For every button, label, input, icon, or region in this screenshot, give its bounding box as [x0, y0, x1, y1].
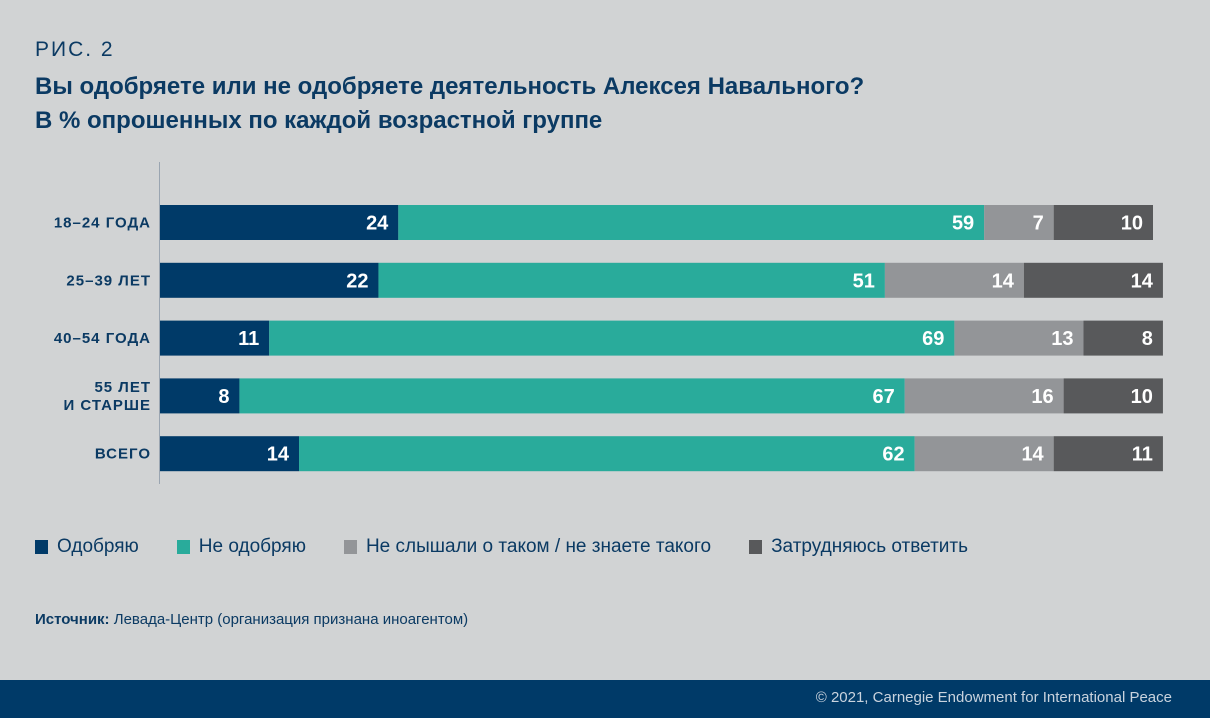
data-label: 13 [1051, 328, 1073, 350]
bar-segment [984, 205, 1054, 240]
data-label: 24 [366, 213, 389, 235]
bar-segment [378, 262, 885, 298]
data-label: 14 [267, 444, 290, 466]
title-line-1: Вы одобряете или не одобряете деятельнос… [35, 73, 865, 100]
source-note: Источник: Левада-Центр (организация приз… [35, 611, 468, 628]
data-label: 14 [1131, 270, 1154, 292]
bar-segment [160, 320, 270, 356]
copyright-text: © 2021, Carnegie Endowment for Internati… [815, 689, 1172, 706]
legend-label: Затрудняюсь ответить [771, 536, 968, 557]
data-label: 11 [238, 328, 259, 350]
legend-swatch [343, 540, 357, 554]
legend-swatch [35, 540, 48, 554]
bar-segment [1053, 205, 1153, 240]
category-label: 40–54 ГОДА [54, 330, 151, 347]
legend-item-hard-to-say: Затрудняюсь ответить [749, 536, 968, 558]
bar-segment [914, 436, 1054, 472]
data-label: 14 [1021, 444, 1044, 466]
category-label: ВСЕГО [95, 446, 151, 463]
data-label: 67 [873, 386, 895, 408]
legend: Одобряю Не одобряю Не слышали о таком / … [35, 536, 1006, 558]
bar-segment [1053, 436, 1163, 472]
data-label: 16 [1031, 386, 1053, 408]
bar-segment [1023, 262, 1163, 298]
bar-segment [398, 205, 985, 240]
data-label: 10 [1121, 213, 1143, 235]
data-label: 59 [952, 213, 974, 235]
legend-swatch [749, 540, 763, 554]
data-label: 7 [1033, 213, 1044, 235]
data-label: 10 [1131, 386, 1153, 408]
data-label: 69 [922, 328, 944, 350]
legend-swatch [176, 540, 190, 554]
category-label: 18–24 ГОДА [54, 215, 151, 232]
data-label: 51 [853, 270, 875, 292]
data-label: 11 [1132, 444, 1153, 466]
data-label: 8 [1142, 328, 1153, 350]
source-text: Левада-Центр (организация признана иноаг… [113, 611, 469, 628]
bar-segment [239, 378, 905, 414]
category-label: 25–39 ЛЕТ [66, 272, 151, 289]
figure-label: РИС. 2 [35, 38, 115, 61]
source-label: Источник: [35, 611, 110, 628]
bar-segment [884, 262, 1024, 298]
bar-segment [954, 320, 1084, 356]
stacked-bar-chart: 18–24 ГОДА 24 59 7 10 25–39 ЛЕТ 22 51 14 14 40–54 … [54, 162, 1163, 484]
data-label: 22 [346, 270, 368, 292]
bar-segment [1063, 378, 1163, 414]
bar-segment [160, 436, 300, 472]
bar-segment [904, 378, 1064, 414]
data-label: 62 [882, 444, 904, 466]
data-label: 14 [992, 270, 1015, 292]
legend-item-not-heard: Не слышали о таком / не знаете такого [343, 536, 712, 558]
chart-title: Вы одобряете или не одобряете деятельнос… [35, 70, 864, 138]
bar-segment [160, 378, 240, 414]
legend-item-disapprove: Не одобряю [176, 536, 306, 558]
bar-segment [160, 262, 379, 298]
data-label: 8 [218, 386, 229, 408]
legend-item-approve: Одобряю [35, 536, 139, 558]
bar-segment [160, 205, 399, 240]
bar-segment [299, 436, 915, 472]
legend-label: Не одобряю [198, 536, 306, 557]
bar-segment [269, 320, 955, 356]
title-line-2: В % опрошенных по каждой возрастной груп… [35, 107, 603, 134]
category-label: 55 ЛЕТ И СТАРШЕ [63, 379, 151, 414]
legend-label: Одобряю [57, 536, 139, 557]
footer-bar: © 2021, Carnegie Endowment for Internati… [0, 680, 1210, 718]
bar-segment [1083, 320, 1163, 356]
legend-label: Не слышали о таком / не знаете такого [365, 536, 712, 557]
